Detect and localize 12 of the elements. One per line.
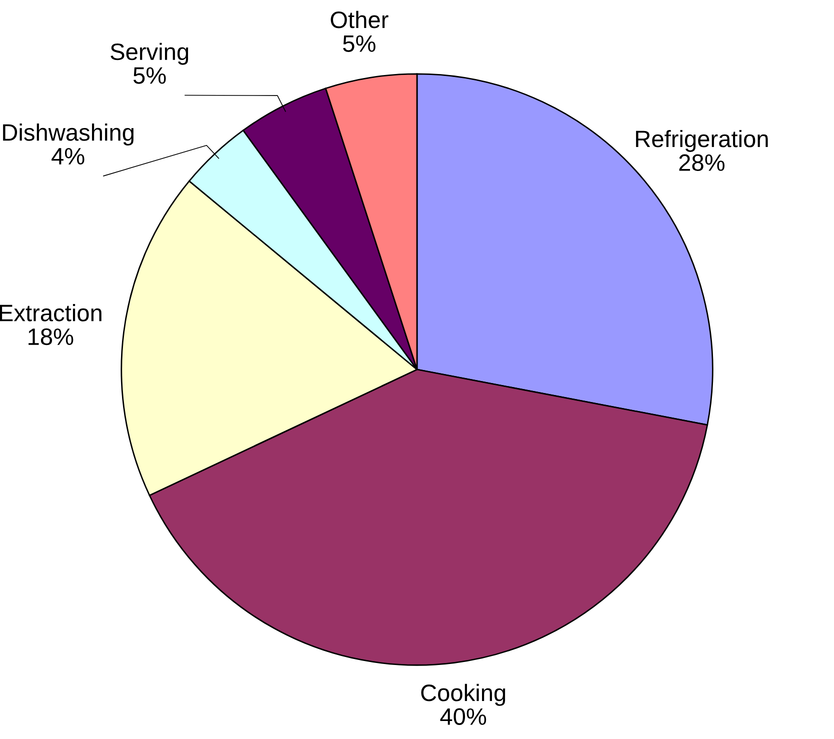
slice-label: Refrigeration <box>636 130 768 152</box>
slice-label: Cooking <box>421 684 506 706</box>
slice-label: Serving <box>110 42 188 65</box>
slice-label: Other <box>330 10 388 28</box>
slice-label: Extraction <box>0 304 102 322</box>
data-label: 40% <box>440 708 486 725</box>
data-label: 4% <box>52 148 84 164</box>
slice-label: Dishwashing <box>3 124 134 146</box>
data-label: 5% <box>133 67 166 84</box>
data-label: 18% <box>28 328 74 346</box>
data-label: 28% <box>679 154 724 172</box>
data-label: 5% <box>343 35 376 52</box>
